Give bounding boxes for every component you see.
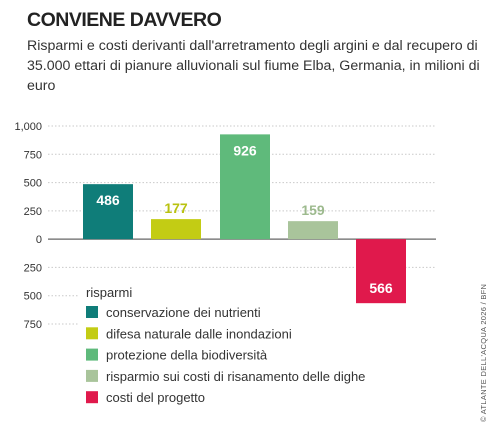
legend-swatch: [86, 327, 98, 340]
y-tick-label: 1,000: [14, 121, 42, 133]
legend-background: [79, 282, 436, 412]
legend-label: conservazione dei nutrienti: [106, 305, 261, 320]
legend-swatch: [86, 348, 98, 361]
bar-data-label: 177: [164, 200, 188, 216]
legend-label: difesa naturale dalle inondazioni: [106, 326, 292, 341]
bar-data-label: 566: [369, 280, 393, 296]
y-tick-label: 500: [24, 178, 42, 190]
y-tick-label: 750: [24, 319, 42, 331]
y-tick-label: 0: [36, 234, 42, 246]
legend-label: risparmio sui costi di risanamento delle…: [106, 369, 365, 384]
legend-label: costi del progetto: [106, 390, 205, 405]
chart-subtitle: Risparmi e costi derivanti dall'arretram…: [27, 38, 480, 94]
bar: [83, 184, 133, 240]
chart-title: CONVIENE DAVVERO: [27, 9, 222, 31]
bar-data-label: 159: [301, 202, 325, 218]
bar: [288, 221, 338, 240]
bar: [151, 219, 201, 240]
y-tick-label: 250: [24, 206, 42, 218]
source-credit: © ATLANTE DELL'ACQUA 2026 / BFN: [479, 283, 488, 422]
legend-swatch: [86, 306, 98, 318]
legend-label: protezione della biodiversità: [106, 348, 268, 363]
legend-swatch: [86, 369, 98, 382]
y-tick-label: 250: [24, 262, 42, 274]
bar-data-label: 926: [233, 142, 257, 158]
y-tick-label: 500: [24, 291, 42, 303]
bar: [356, 239, 406, 304]
y-tick-label: 750: [24, 149, 42, 161]
legend-title: risparmi: [86, 285, 132, 300]
legend: risparmi conservazione dei nutrienti difes…: [86, 285, 365, 405]
bar-data-label: 486: [96, 192, 120, 208]
bar: [220, 134, 270, 240]
legend-swatch: [86, 391, 98, 404]
